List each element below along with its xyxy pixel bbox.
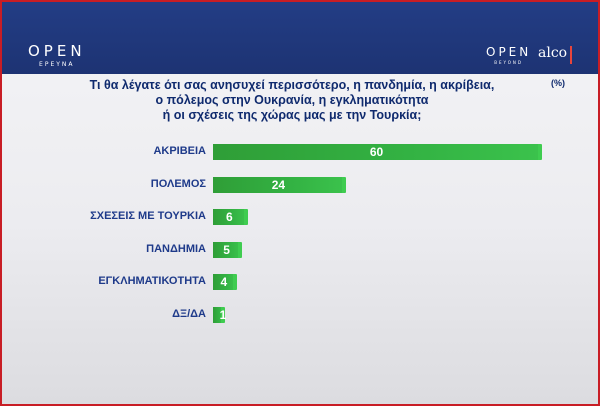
bar-tip	[341, 176, 346, 193]
header-bar: OPEN ΕΡΕΥΝΑ OPEN BEYOND alco	[2, 2, 598, 74]
category-label: ΔΞ/ΔΑ	[172, 308, 206, 320]
category-label: ΠΟΛΕΜΟΣ	[150, 177, 206, 190]
bar	[213, 241, 243, 258]
chart-title-line-1: Τι θα λέγατε ότι σας ανησυχεί περισσότερ…	[89, 78, 495, 92]
bar-tip	[538, 144, 542, 160]
open-ereuna-logo: OPEN ΕΡΕΥΝΑ	[28, 42, 86, 69]
bar-tip	[221, 307, 225, 323]
bar	[213, 144, 542, 160]
bar-tip	[243, 209, 248, 226]
category-label: ΑΚΡΙΒΕΙΑ	[153, 145, 206, 157]
bar-tip	[238, 241, 243, 258]
bar	[213, 209, 248, 226]
category-label: ΠΑΝΔΗΜΙΑ	[146, 242, 206, 255]
category-label: ΕΓΚΛΗΜΑΤΙΚΟΤΗΤΑ	[98, 275, 206, 288]
bar	[213, 274, 237, 291]
unit-label: (%)	[551, 78, 565, 88]
value-label: 5	[223, 242, 230, 257]
alco-logo-accent	[570, 46, 572, 64]
category-label: ΣΧΕΣΕΙΣ ΜΕ ΤΟΥΡΚΙΑ	[90, 210, 206, 223]
value-label: 4	[220, 275, 228, 290]
bar	[213, 176, 346, 193]
bar	[213, 307, 225, 323]
value-label: 24	[271, 177, 286, 192]
chart-title: Τι θα λέγατε ότι σας ανησυχεί περισσότερ…	[42, 78, 542, 123]
open-beyond-logo: OPEN BEYOND	[486, 45, 532, 65]
value-label: 60	[369, 145, 384, 159]
chart-title-line-2: ο πόλεμος στην Ουκρανία, η εγκληματικότη…	[155, 93, 429, 107]
chart-title-line-3: ή οι σχέσεις της χώρας μας με την Τουρκί…	[162, 108, 422, 122]
bar-tip	[232, 274, 237, 291]
alco-logo: alco	[538, 45, 568, 61]
value-label: 1	[219, 308, 227, 322]
value-label: 6	[226, 210, 233, 225]
